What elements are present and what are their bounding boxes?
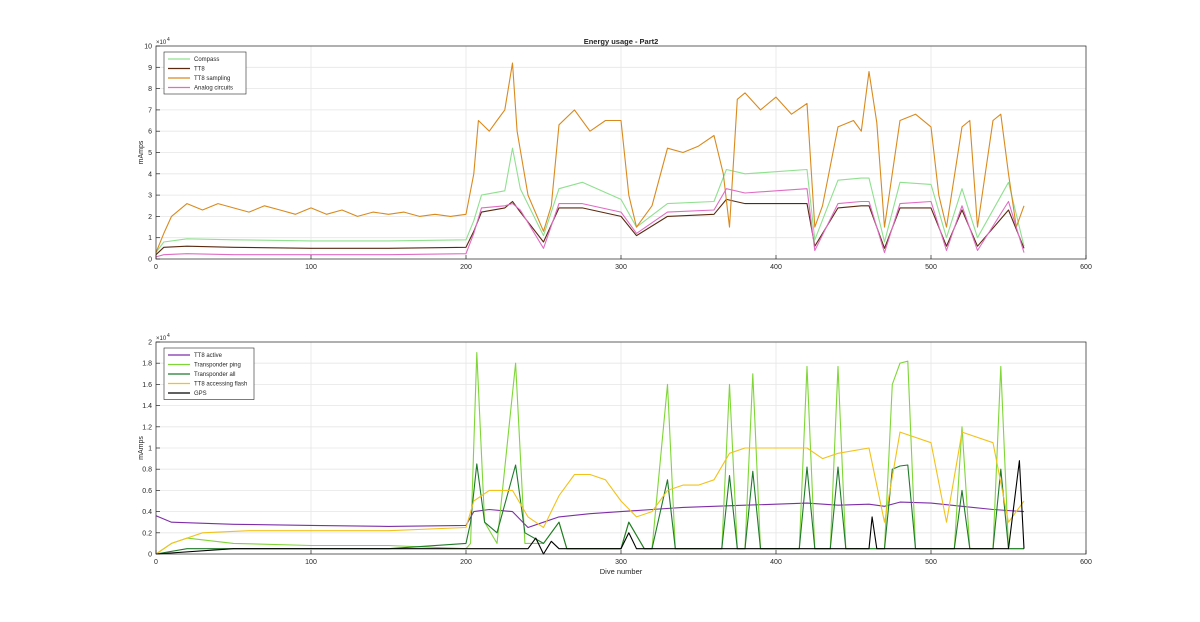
series-group — [155, 352, 1025, 555]
series-line-transponder-all — [155, 463, 1024, 555]
y-tick-label: 1 — [148, 446, 152, 453]
chart-title: Energy usage - Part2 — [584, 37, 659, 46]
chart-panel-2: 0 100 200 300 400 500 600 0 0.2 0.4 0.6 0.8 1 1.2 1.4 1… — [138, 333, 1092, 576]
x-tick-label: 300 — [615, 264, 627, 271]
legend-entry: Analog circuits — [194, 86, 233, 92]
y-tick-label: 0.2 — [142, 530, 152, 537]
legend-entry: TT8 accessing flash — [194, 382, 247, 388]
y-tick-label: 0.4 — [142, 509, 152, 516]
x-tick-label: 400 — [770, 264, 782, 271]
legend: TT8 active Transponder ping Transponder al… — [163, 347, 255, 400]
x-tick-label: 500 — [925, 559, 937, 566]
y-tick-label: 8 — [148, 86, 152, 93]
y-axis-label: mAmps — [138, 436, 145, 460]
y-tick-label: 3 — [148, 193, 152, 200]
legend-entry: TT8 — [194, 67, 205, 73]
y-tick-label: 0 — [148, 257, 152, 264]
x-tick-label: 100 — [305, 559, 317, 566]
x-tick-label: 200 — [460, 559, 472, 566]
legend-entry: Transponder ping — [194, 363, 241, 369]
y-tick-label: 1.4 — [142, 403, 152, 410]
exponent-label: ×10 — [156, 40, 167, 46]
series-group — [155, 62, 1025, 258]
y-tick-label: 0.8 — [142, 467, 152, 474]
legend-entry: TT8 sampling — [194, 76, 230, 82]
y-tick-label: 6 — [148, 129, 152, 136]
x-axis-label: Dive number — [600, 567, 643, 576]
series-line-analog-circuits — [155, 188, 1025, 258]
y-tick-label: 1.2 — [142, 424, 152, 431]
x-tick-label: 300 — [615, 559, 627, 566]
exponent-label: ×10 — [156, 336, 167, 342]
y-tick-label: 9 — [148, 65, 152, 72]
x-tick-label: 0 — [154, 559, 158, 566]
x-tick-label: 400 — [770, 559, 782, 566]
x-tick-label: 200 — [460, 264, 472, 271]
x-tick-label: 0 — [154, 264, 158, 271]
legend: Compass TT8 TT8 sampling Analog circuits — [163, 51, 247, 95]
exponent-power: 4 — [167, 333, 170, 339]
y-tick-label: 1 — [148, 235, 152, 242]
x-tick-label: 600 — [1080, 264, 1092, 271]
series-line-tt8-sampling — [155, 62, 1025, 253]
x-tick-label: 100 — [305, 264, 317, 271]
series-line-gps — [155, 460, 1025, 555]
series-line-tt8-accessing-flash — [155, 431, 1025, 555]
series-line-transponder-ping — [155, 352, 1024, 555]
y-tick-label: 2 — [148, 214, 152, 221]
y-tick-label: 0.6 — [142, 488, 152, 495]
y-tick-label: 7 — [148, 107, 152, 114]
legend-entry: Transponder all — [194, 372, 235, 378]
y-tick-label: 10 — [144, 44, 152, 51]
legend-entry: GPS — [194, 391, 207, 397]
series-line-tt8-active — [155, 501, 1025, 529]
y-tick-label: 1.6 — [142, 382, 152, 389]
exponent-power: 4 — [167, 37, 170, 43]
series-line-tt8 — [155, 198, 1025, 256]
y-tick-label: 4 — [148, 171, 152, 178]
series-line-compass — [155, 147, 1025, 253]
x-tick-label: 500 — [925, 264, 937, 271]
y-tick-label: 1.8 — [142, 361, 152, 368]
x-tick-label: 600 — [1080, 559, 1092, 566]
y-tick-label: 5 — [148, 150, 152, 157]
y-axis-label: mAmps — [138, 140, 145, 164]
legend-entry: TT8 active — [194, 353, 223, 359]
legend-entry: Compass — [194, 57, 219, 63]
y-tick-label: 0 — [148, 552, 152, 559]
y-tick-label: 2 — [148, 340, 152, 347]
